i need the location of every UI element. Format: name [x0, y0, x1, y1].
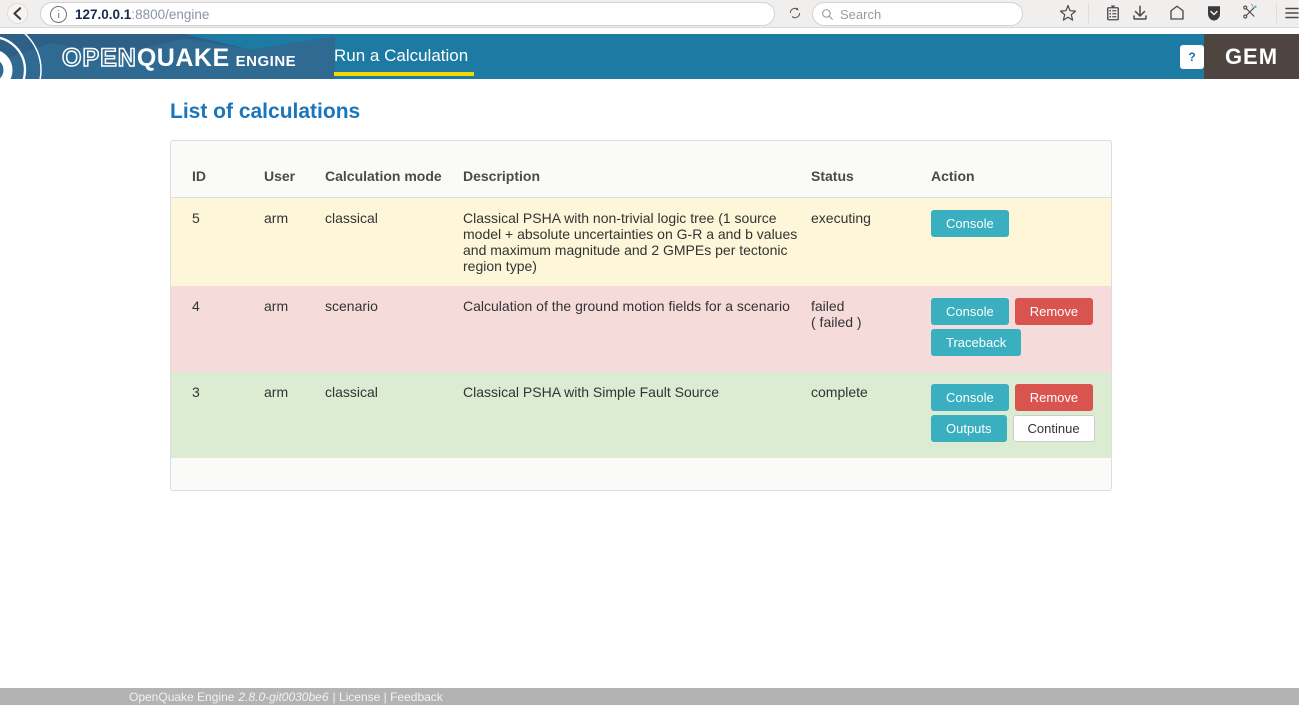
svg-text:?: ? [1188, 50, 1195, 64]
